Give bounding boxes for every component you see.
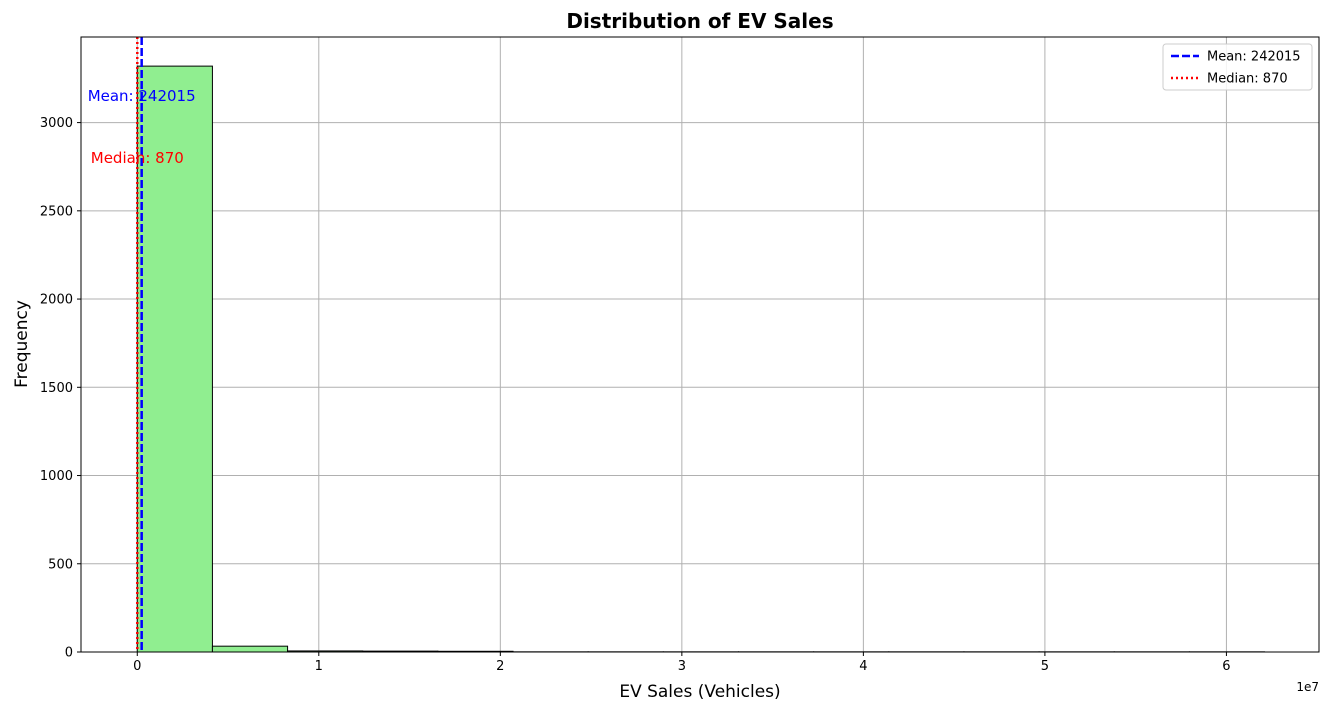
x-tick-label: 3 bbox=[678, 659, 686, 674]
x-tick-label: 5 bbox=[1041, 659, 1049, 674]
x-axis-label: EV Sales (Vehicles) bbox=[619, 682, 780, 702]
histogram-bar bbox=[136, 65, 213, 653]
y-tick-label: 2500 bbox=[40, 204, 73, 219]
x-tick-label: 0 bbox=[133, 659, 141, 674]
grid-lines bbox=[81, 37, 1319, 653]
x-axis-ticks: 0 1 2 3 4 5 6 bbox=[133, 652, 1231, 674]
x-tick-label: 2 bbox=[496, 659, 504, 674]
x-tick-label: 4 bbox=[859, 659, 867, 674]
legend-label: Median: 870 bbox=[1207, 72, 1288, 87]
histogram-bars bbox=[136, 65, 1266, 653]
legend-box bbox=[1162, 43, 1313, 91]
median-annotation: Median: 870 bbox=[91, 149, 184, 167]
legend-label: Mean: 242015 bbox=[1207, 50, 1301, 65]
x-tick-label: 6 bbox=[1222, 659, 1230, 674]
histogram-bar bbox=[211, 645, 289, 653]
reference-lines: Mean: 242015 Median: 870 bbox=[88, 37, 196, 652]
x-axis-offset-label: 1e7 bbox=[1296, 680, 1319, 694]
y-tick-label: 1000 bbox=[40, 469, 73, 484]
legend: Mean: 242015 Median: 870 bbox=[1162, 43, 1313, 91]
x-tick-label: 1 bbox=[315, 659, 323, 674]
mean-annotation: Mean: 242015 bbox=[88, 87, 196, 105]
y-axis-ticks: 0 500 1000 1500 2000 2500 3000 bbox=[40, 116, 81, 661]
y-tick-label: 3000 bbox=[40, 116, 73, 131]
y-tick-label: 1500 bbox=[40, 381, 73, 396]
y-tick-label: 2000 bbox=[40, 293, 73, 308]
chart-title: Distribution of EV Sales bbox=[566, 9, 833, 33]
y-tick-label: 500 bbox=[48, 557, 73, 572]
y-tick-label: 0 bbox=[65, 646, 73, 661]
plot-frame bbox=[80, 36, 1320, 653]
y-axis-label: Frequency bbox=[12, 300, 32, 388]
